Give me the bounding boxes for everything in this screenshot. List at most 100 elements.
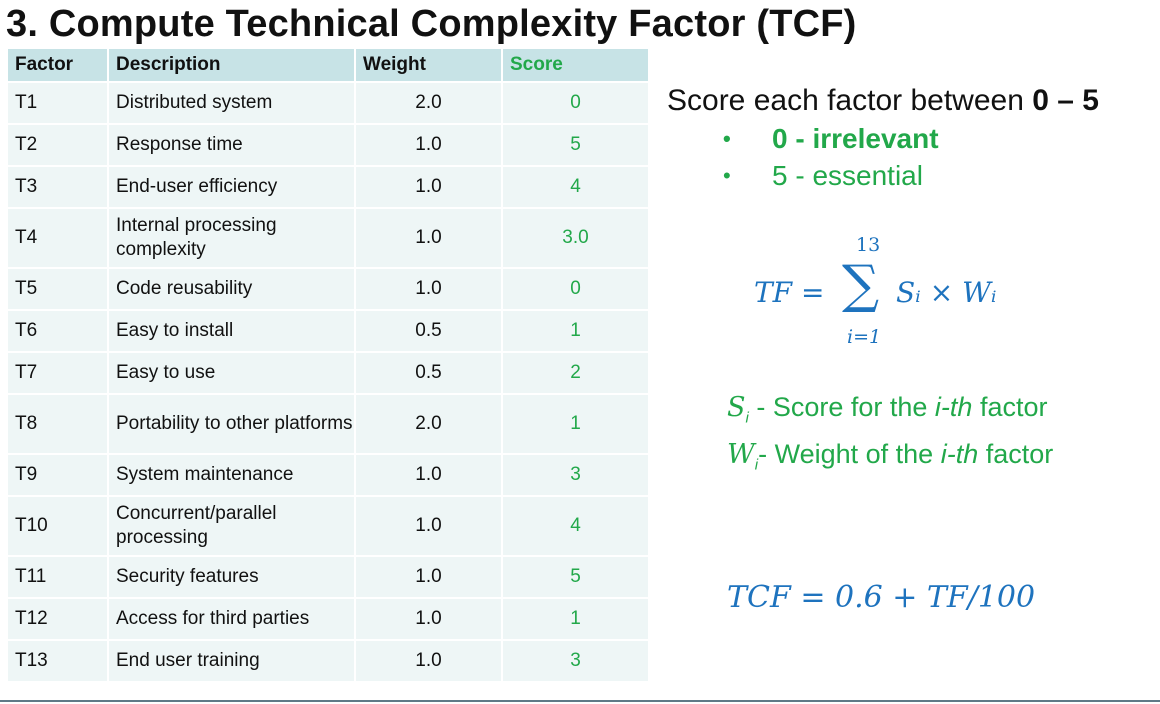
legend-text: - Weight of the (758, 439, 941, 470)
footer-rule (0, 700, 1160, 702)
w-subscript: i (754, 456, 759, 474)
table-row: T5 Code reusability 1.0 0 (8, 269, 648, 309)
cell-weight: 1.0 (356, 125, 501, 165)
cell-score: 3 (503, 641, 648, 681)
scoring-lead: Score each factor between 0 – 5 (667, 84, 1157, 118)
cell-description: End user training (109, 641, 354, 681)
cell-factor: T6 (8, 311, 107, 351)
cell-score: 3 (503, 455, 648, 495)
cell-score: 1 (503, 395, 648, 453)
cell-weight: 1.0 (356, 641, 501, 681)
cell-score: 0 (503, 83, 648, 123)
table-row: T10 Concurrent/parallel processing 1.0 4 (8, 497, 648, 555)
scoring-lead-text: Score each factor between (667, 84, 1033, 117)
sum-symbol: ∑ (842, 255, 880, 315)
cell-weight: 1.0 (356, 209, 501, 267)
scoring-panel: Score each factor between 0 – 5 • 0 - irr… (667, 84, 1157, 194)
legend-text: i-th (940, 439, 979, 470)
header-score: Score (503, 49, 648, 81)
table-row: T8 Portability to other platforms 2.0 1 (8, 395, 648, 453)
cell-description: End-user efficiency (109, 167, 354, 207)
cell-weight: 0.5 (356, 311, 501, 351)
cell-score: 4 (503, 497, 648, 555)
cell-description: Security features (109, 557, 354, 597)
cell-score: 1 (503, 311, 648, 351)
bullet-icon: • (723, 163, 731, 188)
bullet-icon: • (723, 126, 731, 151)
table-row: T7 Easy to use 0.5 2 (8, 353, 648, 393)
cell-factor: T2 (8, 125, 107, 165)
sum-body: Sᵢ × Wᵢ (896, 276, 997, 309)
page-title: 3. Compute Technical Complexity Factor (… (6, 3, 857, 45)
cell-weight: 1.0 (356, 167, 501, 207)
cell-factor: T10 (8, 497, 107, 555)
s-subscript: i (745, 409, 749, 427)
table-row: T12 Access for third parties 1.0 1 (8, 599, 648, 639)
cell-weight: 1.0 (356, 497, 501, 555)
table-row: T1 Distributed system 2.0 0 (8, 83, 648, 123)
cell-factor: T11 (8, 557, 107, 597)
cell-score: 3.0 (503, 209, 648, 267)
cell-score: 1 (503, 599, 648, 639)
cell-weight: 2.0 (356, 83, 501, 123)
legend-text: factor (972, 392, 1048, 422)
cell-factor: T7 (8, 353, 107, 393)
legend-score: Si - Score for the i-th factor (727, 389, 1053, 436)
cell-score: 4 (503, 167, 648, 207)
cell-description: Easy to use (109, 353, 354, 393)
table-row: T13 End user training 1.0 3 (8, 641, 648, 681)
header-weight: Weight (356, 49, 501, 81)
cell-factor: T5 (8, 269, 107, 309)
header-description: Description (109, 49, 354, 81)
cell-factor: T8 (8, 395, 107, 453)
cell-weight: 1.0 (356, 557, 501, 597)
cell-factor: T1 (8, 83, 107, 123)
table-row: T6 Easy to install 0.5 1 (8, 311, 648, 351)
s-symbol: S (727, 392, 746, 423)
cell-description: Concurrent/parallel processing (109, 497, 354, 555)
cell-description: Response time (109, 125, 354, 165)
cell-factor: T4 (8, 209, 107, 267)
table-row: T11 Security features 1.0 5 (8, 557, 648, 597)
cell-factor: T13 (8, 641, 107, 681)
cell-description: Easy to install (109, 311, 354, 351)
scale-list: • 0 - irrelevant • 5 - essential (667, 120, 1157, 194)
header-factor: Factor (8, 49, 107, 81)
table-row: T4 Internal processing complexity 1.0 3.0 (8, 209, 648, 267)
cell-weight: 1.0 (356, 269, 501, 309)
cell-weight: 2.0 (356, 395, 501, 453)
tcf-table: Factor Description Weight Score T1 Distri… (6, 47, 650, 683)
cell-weight: 0.5 (356, 353, 501, 393)
cell-description: Distributed system (109, 83, 354, 123)
sum-lower-limit: i=1 (847, 326, 882, 348)
table-header-row: Factor Description Weight Score (8, 49, 648, 81)
scale-item-text: 5 - essential (772, 160, 923, 191)
scoring-range: 0 – 5 (1032, 84, 1099, 117)
cell-factor: T3 (8, 167, 107, 207)
list-item: • 0 - irrelevant (667, 120, 1157, 157)
legend-weight: Wi- Weight of the i-th factor (727, 436, 1053, 483)
formula-legend: Si - Score for the i-th factor Wi- Weigh… (727, 389, 1053, 484)
cell-score: 5 (503, 125, 648, 165)
cell-factor: T12 (8, 599, 107, 639)
cell-description: Internal processing complexity (109, 209, 354, 267)
list-item: • 5 - essential (667, 157, 1157, 194)
table-row: T2 Response time 1.0 5 (8, 125, 648, 165)
legend-text: - Score for the (748, 392, 935, 422)
scale-item-text: 0 - irrelevant (772, 123, 939, 154)
cell-factor: T9 (8, 455, 107, 495)
tf-lhs: TF = (754, 276, 825, 309)
sum-upper-limit: 13 (856, 234, 881, 256)
table-row: T3 End-user efficiency 1.0 4 (8, 167, 648, 207)
cell-score: 2 (503, 353, 648, 393)
cell-score: 5 (503, 557, 648, 597)
w-symbol: W (727, 439, 755, 471)
cell-weight: 1.0 (356, 455, 501, 495)
cell-description: Portability to other platforms (109, 395, 354, 453)
cell-weight: 1.0 (356, 599, 501, 639)
cell-score: 0 (503, 269, 648, 309)
cell-description: Access for third parties (109, 599, 354, 639)
tcf-formula: TCF = 0.6 + TF/100 (727, 580, 1036, 615)
cell-description: System maintenance (109, 455, 354, 495)
cell-description: Code reusability (109, 269, 354, 309)
